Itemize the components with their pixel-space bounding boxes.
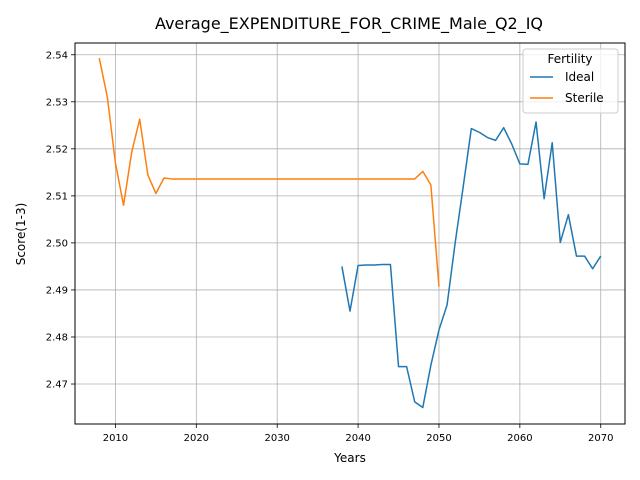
x-tick-label: 2040	[345, 433, 370, 444]
x-tick-label: 2050	[426, 433, 451, 444]
y-tick-label: 2.47	[46, 380, 68, 391]
x-tick-label: 2020	[184, 433, 209, 444]
series-line-sterile	[98, 57, 440, 287]
legend: Fertility Ideal Sterile	[522, 48, 619, 114]
x-tick-label: 2070	[588, 433, 613, 444]
legend-label-ideal: Ideal	[565, 70, 594, 84]
y-tick-label: 2.48	[46, 332, 68, 343]
y-axis-ticks: 2.47 2.48 2.49 2.50 2.51 2.52 2.53 2.54	[46, 50, 75, 391]
y-tick-label: 2.51	[46, 191, 68, 202]
plot-frame	[74, 42, 626, 425]
y-tick-label: 2.49	[46, 285, 68, 296]
y-tick-label: 2.54	[46, 50, 68, 61]
y-axis-label: Score(1-3)	[14, 203, 28, 266]
grid	[75, 43, 625, 424]
series-lines	[98, 57, 602, 409]
legend-label-sterile: Sterile	[565, 91, 604, 105]
x-tick-label: 2030	[264, 433, 289, 444]
legend-title: Fertility	[547, 52, 592, 66]
series-line-ideal	[341, 121, 602, 409]
x-tick-label: 2010	[103, 433, 128, 444]
y-tick-label: 2.52	[46, 144, 68, 155]
chart-title: Average_EXPENDITURE_FOR_CRIME_Male_Q2_IQ	[155, 14, 543, 34]
x-tick-label: 2060	[507, 433, 532, 444]
legend-box	[522, 48, 619, 114]
y-tick-label: 2.53	[46, 97, 68, 108]
x-axis-ticks: 2010 2020 2030 2040 2050 2060 2070	[103, 424, 613, 444]
y-tick-label: 2.50	[46, 238, 68, 249]
x-axis-label: Years	[333, 451, 366, 465]
